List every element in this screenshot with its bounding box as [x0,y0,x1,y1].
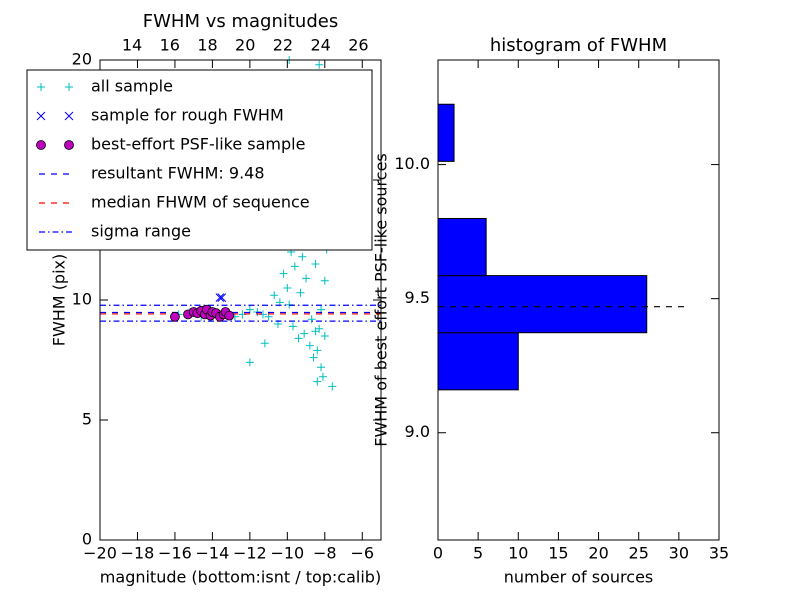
x-tick-label: 10 [508,544,528,563]
y-tick-label: 0 [82,530,92,549]
legend-label: resultant FWHM: 9.48 [91,164,265,183]
y-tick-label: 10.0 [394,154,430,173]
x-tick-label: 20 [588,544,608,563]
point [37,83,45,91]
x-tick-label: 25 [629,544,649,563]
x-tick-label: −8 [313,544,337,563]
x2-tick-label: 24 [310,36,330,55]
axes-frame [99,59,382,541]
legend-label: all sample [91,77,173,96]
point [320,276,329,285]
point [313,346,322,355]
y-axis-label: FWHM (pix) [50,254,69,347]
axes-frame [437,59,720,541]
legend-label: sigma range [91,222,191,241]
point [302,274,311,283]
x-axis-label: magnitude (bottom:isnt / top:calib) [100,568,381,587]
point [298,252,307,261]
x-tick-label: −10 [270,544,304,563]
y-tick-label: 20 [72,50,92,69]
x2-tick-label: 20 [235,36,255,55]
x-tick-label: 30 [669,544,689,563]
point [279,269,288,278]
point [36,111,46,121]
x-tick-label: −14 [196,544,230,563]
x2-tick-label: 18 [197,36,217,55]
legend [26,69,373,251]
point [260,339,269,348]
legend-label: median FHWM of sequence [91,193,310,212]
chart-title: FWHM vs magnitudes [143,11,338,32]
legend-label: best-effort PSF-like sample [91,135,305,154]
point [307,315,316,324]
y-tick-label: 10 [72,290,92,309]
y-tick-label: 9.0 [405,422,430,441]
point [245,358,254,367]
point [170,311,180,322]
x2-tick-label: 22 [273,36,293,55]
point [317,363,326,372]
x-tick-label: 5 [473,544,483,563]
point [288,322,297,331]
point [294,334,303,343]
point [36,140,46,150]
point [296,288,305,297]
x2-tick-label: 16 [160,36,180,55]
x2-tick-label: 14 [122,36,142,55]
bar [437,332,519,391]
point [311,327,320,336]
point [300,329,309,338]
chart-title: histogram of FWHM [490,35,667,56]
x-tick-label: −12 [233,544,267,563]
bar [437,217,487,277]
legend-label: sample for rough FWHM [91,106,284,125]
x-tick-label: −20 [83,544,117,563]
x-tick-label: −16 [158,544,192,563]
bar [437,275,648,334]
point [311,260,320,268]
x-tick-label: −6 [350,544,374,563]
point [328,382,337,391]
y-tick-label: 9.5 [405,288,430,307]
x2-tick-label: 26 [348,36,368,55]
x-axis-label: number of sources [504,568,654,587]
x-tick-label: 15 [548,544,568,563]
point [320,332,329,340]
point [217,293,227,302]
point [305,341,314,350]
y-axis-label: FWHM of best effort PSF-like sources [372,153,391,447]
point [313,377,322,386]
point [64,111,74,121]
point [318,372,327,381]
point [270,291,279,300]
point [64,140,74,150]
x-tick-label: 0 [433,544,443,563]
x-tick-label: 35 [709,544,729,563]
point [283,284,292,292]
point [290,262,299,271]
point [309,353,318,362]
point [315,60,324,69]
point [224,310,235,321]
point [65,83,73,91]
point [215,293,225,302]
bar [437,103,455,162]
y-tick-label: 5 [82,410,92,429]
x-tick-label: −18 [121,544,155,563]
